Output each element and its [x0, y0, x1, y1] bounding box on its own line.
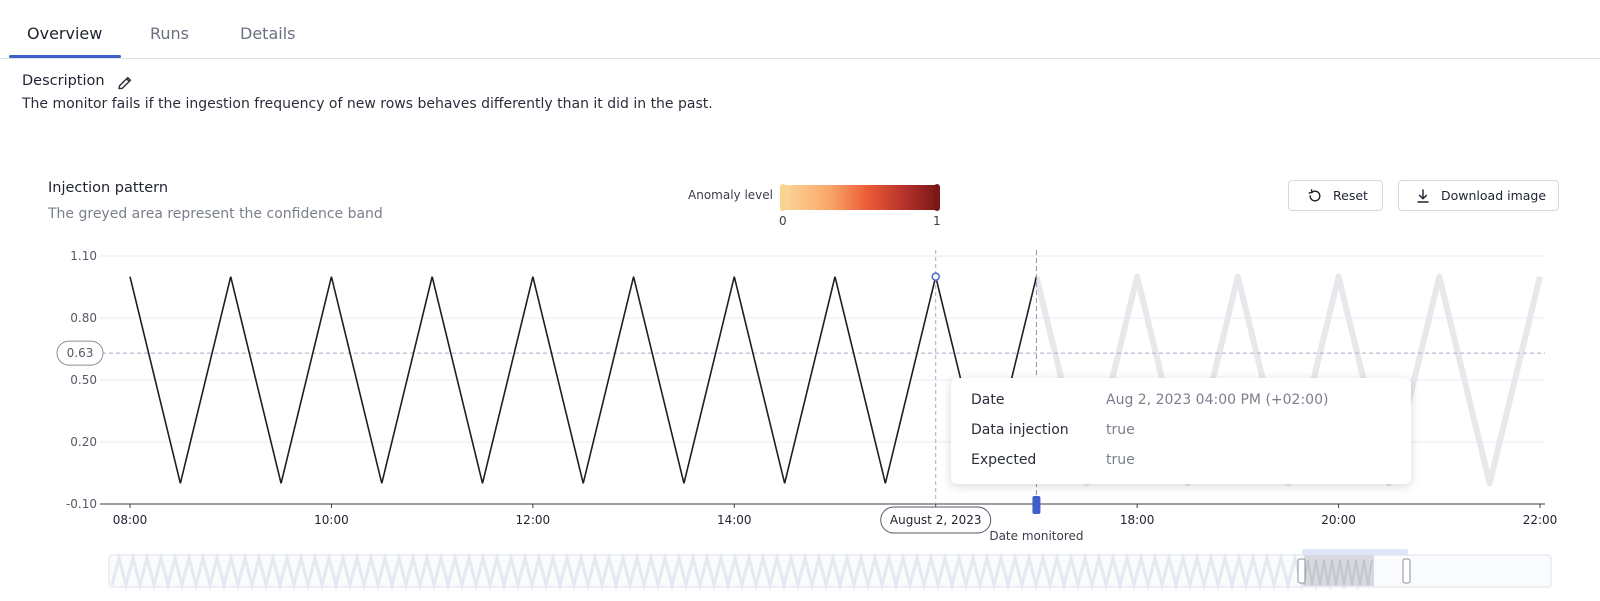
y-tick-label: 0.80 — [70, 311, 97, 325]
active-tab-indicator — [9, 55, 121, 58]
highlighted-date-pill — [880, 506, 992, 534]
tooltip-key: Date — [971, 392, 1005, 408]
x-tick-label: 10:00 — [314, 513, 349, 527]
x-tick-label: 14:00 — [717, 513, 752, 527]
tooltip-key: Expected — [971, 452, 1037, 468]
tooltip-row-date: Date Aug 2, 2023 04:00 PM (+02:00) — [971, 392, 1328, 408]
y-tick-label: 0.20 — [70, 435, 97, 449]
range-slider-selection-top — [1302, 549, 1408, 555]
monitored-marker-label: Date monitored — [989, 529, 1083, 543]
x-tick-label: 08:00 — [113, 513, 148, 527]
tab-details[interactable]: Details — [240, 24, 296, 43]
range-slider-selection-preview — [1303, 559, 1373, 586]
anomaly-legend-min-handle[interactable] — [780, 184, 786, 211]
y-tick-label: 1.10 — [70, 249, 97, 263]
y-tick-label: 0.50 — [70, 373, 97, 387]
pencil-icon[interactable] — [116, 74, 134, 92]
actual-data-series — [129, 276, 1038, 484]
reference-line-pill — [56, 340, 104, 366]
tooltip-row-expected: Expected true — [971, 452, 1135, 468]
x-tick-label: 12:00 — [516, 513, 551, 527]
anomaly-legend-min-label: 0 — [779, 214, 787, 228]
x-tick-label: 22:00 — [1523, 513, 1558, 527]
range-slider-preview — [110, 552, 1367, 591]
tooltip-key: Data injection — [971, 422, 1069, 438]
download-icon — [1417, 188, 1429, 203]
download-button-label: Download image — [1441, 188, 1547, 203]
reference-line-label: 0.63 — [67, 346, 94, 360]
monitored-marker-handle — [1032, 496, 1041, 514]
tooltip-value: true — [1106, 452, 1135, 468]
x-tick-label: 18:00 — [1120, 513, 1155, 527]
highlighted-date-label: August 2, 2023 — [890, 513, 982, 527]
x-tick-label: 20:00 — [1321, 513, 1356, 527]
tooltip-value: true — [1106, 422, 1135, 438]
reset-button-label: Reset — [1333, 188, 1368, 203]
reset-icon — [1308, 188, 1321, 201]
tooltip-row-data-injection: Data injection true — [971, 422, 1135, 438]
anomaly-legend-max-handle[interactable] — [934, 184, 940, 211]
y-tick-label: -0.10 — [66, 497, 97, 511]
tab-bar: Overview Runs Details — [0, 0, 1600, 59]
download-image-button[interactable]: Download image — [1398, 180, 1559, 211]
anomaly-legend-gradient — [783, 185, 938, 210]
tooltip-value: Aug 2, 2023 04:00 PM (+02:00) — [1106, 392, 1329, 408]
description-text: The monitor fails if the ingestion frequ… — [22, 96, 713, 112]
range-slider-handle-left[interactable] — [1297, 558, 1306, 584]
chart-tooltip: Date Aug 2, 2023 04:00 PM (+02:00) Data … — [951, 378, 1411, 484]
tab-runs[interactable]: Runs — [150, 24, 190, 43]
tab-overview[interactable]: Overview — [27, 24, 103, 43]
hover-point — [931, 272, 940, 281]
description-title: Description — [22, 73, 105, 89]
anomaly-legend-max-label: 1 — [933, 214, 941, 228]
anomaly-legend-label: Anomaly level — [688, 188, 773, 202]
reset-button[interactable]: Reset — [1288, 180, 1383, 211]
range-slider-handle-right[interactable] — [1402, 558, 1411, 584]
chart-subtitle: The greyed area represent the confidence… — [48, 206, 383, 222]
chart-title: Injection pattern — [48, 180, 169, 196]
